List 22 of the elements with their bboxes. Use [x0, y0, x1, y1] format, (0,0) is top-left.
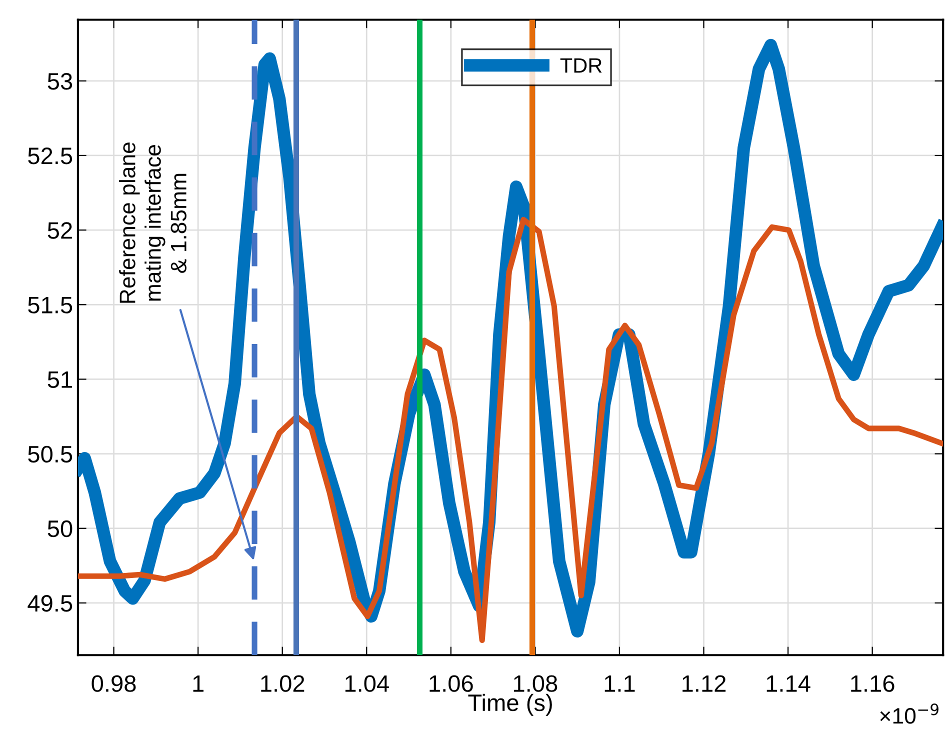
x-tick-label: 1.1 [604, 675, 635, 692]
x-tick-label: 1.14 [766, 675, 810, 692]
y-tick-label: 50 [48, 520, 72, 538]
x-tick-label: 1.06 [430, 675, 473, 692]
legend-label: TDR [560, 58, 602, 73]
text: ×10$^{−9}$ [880, 704, 938, 724]
x-tick-label: 1.16 [851, 675, 894, 692]
x-tick-label: 1 [193, 675, 204, 692]
ref-line-label: Reference plane mating interface & 1.85mm [119, 142, 186, 303]
x-axis-title: Time (s) [468, 694, 552, 716]
x-tick-label: 1.02 [261, 675, 304, 692]
y-tick-label: 49.5 [28, 595, 72, 612]
x-tick-label: 1.04 [345, 675, 389, 692]
y-tick-label: 52 [48, 222, 72, 239]
x-tick-label: 1.12 [682, 675, 726, 692]
y-tick-label: 51.5 [28, 296, 72, 314]
y-tick-label: 52.5 [28, 148, 72, 164]
y-tick-label: 51 [48, 372, 72, 388]
y-tick-label: 50.5 [28, 446, 72, 463]
y-tick-label: 53 [48, 72, 72, 90]
x-tick-label: 0.98 [92, 675, 136, 692]
x-tick-label: 1.08 [514, 675, 558, 692]
